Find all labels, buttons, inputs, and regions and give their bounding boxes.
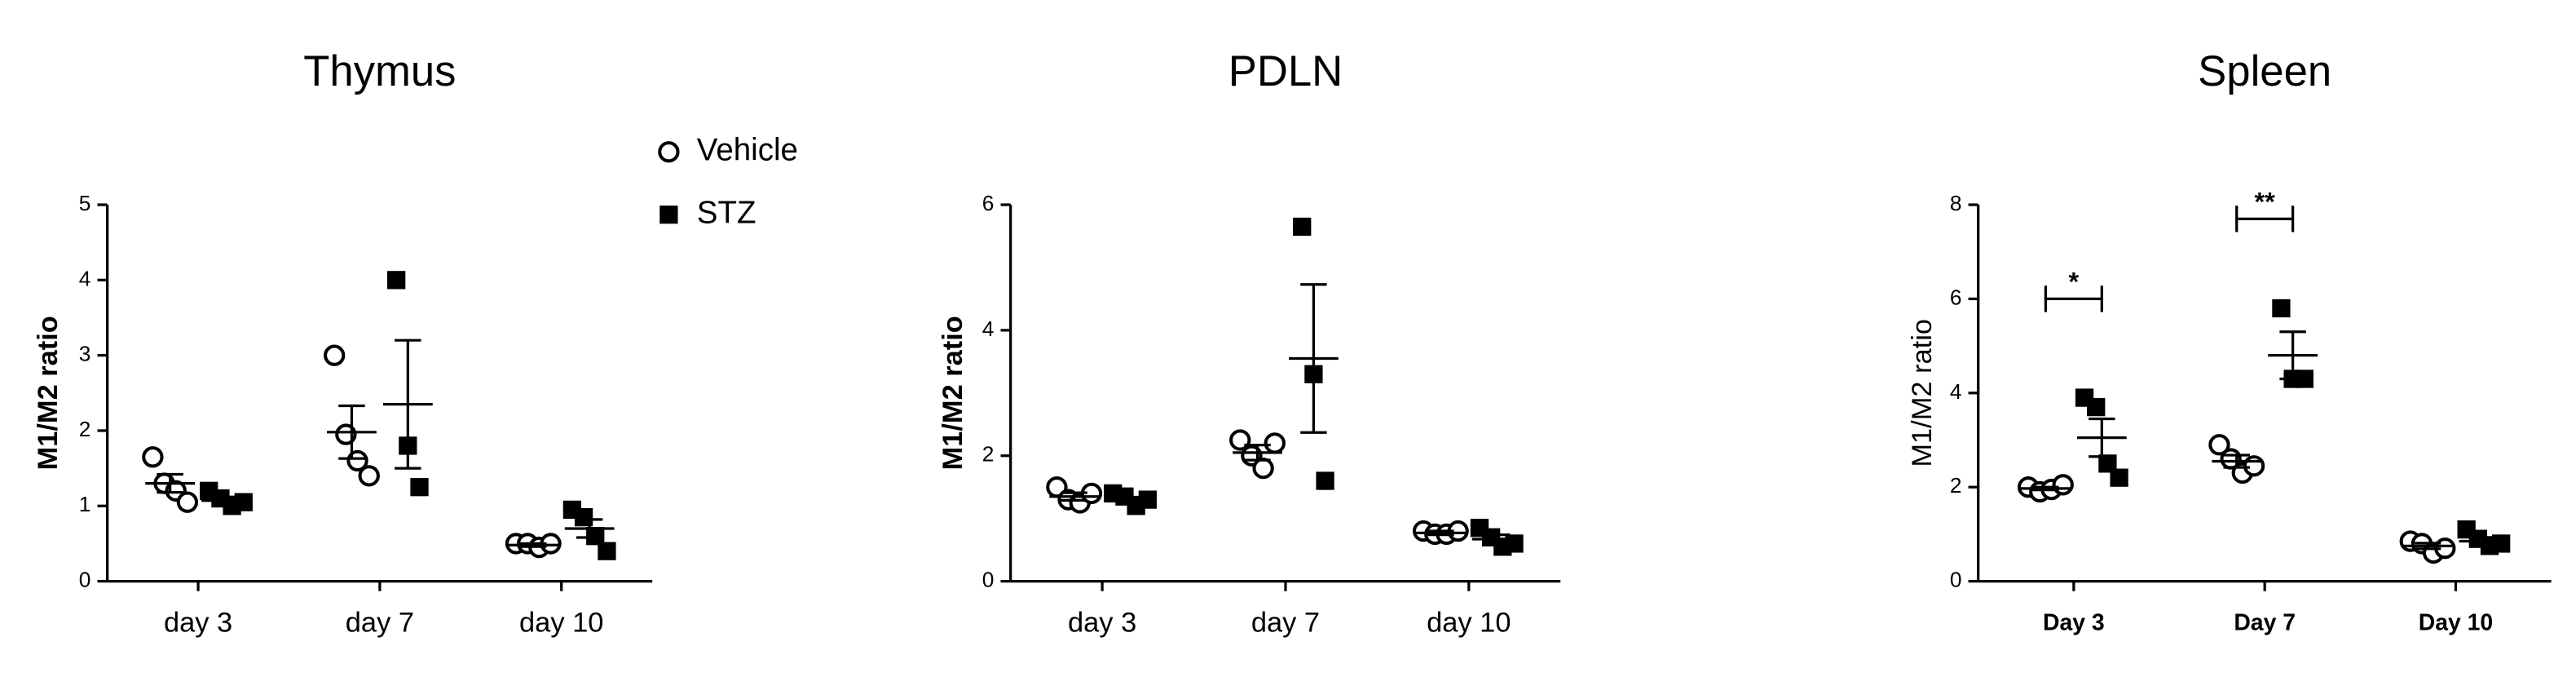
x-tick-label: day 7 (1251, 607, 1320, 638)
data-point (387, 271, 406, 290)
data-point (324, 344, 346, 366)
y-tick-label: 6 (1950, 285, 1962, 309)
data-point (358, 465, 380, 487)
data-point (2492, 534, 2511, 553)
y-tick-label: 3 (79, 342, 91, 366)
x-tick-label: Day 3 (2043, 610, 2105, 636)
y-tick-label: 4 (79, 266, 91, 290)
data-point (1264, 432, 1286, 454)
x-tick-label: day 10 (1427, 607, 1511, 638)
y-tick-label: 2 (982, 442, 995, 467)
y-tick-label: 0 (982, 568, 995, 592)
data-point (1252, 457, 1274, 480)
significance-label: * (2069, 268, 2080, 297)
legend-label: Vehicle (697, 132, 798, 167)
y-tick-label: 0 (79, 568, 91, 592)
chart-title: PDLN (1228, 47, 1343, 95)
y-tick-label: 0 (1950, 568, 1962, 592)
data-point (2110, 468, 2128, 487)
legend-marker (659, 206, 678, 224)
data-point (2208, 434, 2230, 456)
data-point (1316, 471, 1334, 490)
y-tick-label: 1 (79, 492, 91, 516)
data-point (598, 542, 616, 560)
x-tick-label: day 7 (346, 607, 414, 638)
y-tick-label: 5 (79, 191, 91, 215)
y-axis-label: M1/M2 ratio (937, 316, 968, 470)
data-point (2243, 455, 2265, 477)
data-point (1293, 217, 1312, 237)
y-tick-label: 2 (1950, 473, 1962, 498)
y-tick-label: 4 (982, 316, 995, 341)
y-tick-label: 8 (1950, 191, 1962, 215)
y-axis-label: M1/M2 ratio (1907, 319, 1938, 467)
x-tick-label: day 3 (1068, 607, 1136, 638)
y-axis-label: M1/M2 ratio (33, 316, 64, 470)
data-point (2098, 454, 2117, 473)
legend-marker (658, 141, 680, 163)
x-tick-label: Day 10 (2419, 610, 2493, 636)
y-tick-label: 6 (982, 191, 995, 215)
legend-label: STZ (697, 195, 756, 230)
x-tick-label: day 3 (164, 607, 232, 638)
y-tick-label: 4 (1950, 379, 1962, 404)
x-tick-label: day 10 (519, 607, 603, 638)
chart-title: Spleen (2198, 47, 2331, 95)
y-tick-label: 2 (79, 417, 91, 441)
x-tick-label: Day 7 (2234, 610, 2296, 636)
data-point (2272, 299, 2291, 318)
chart-title: Thymus (303, 47, 456, 95)
significance-label: ** (2255, 188, 2276, 217)
data-point (142, 446, 164, 468)
data-point (2087, 397, 2106, 417)
data-point (176, 491, 199, 513)
data-point (410, 478, 429, 497)
